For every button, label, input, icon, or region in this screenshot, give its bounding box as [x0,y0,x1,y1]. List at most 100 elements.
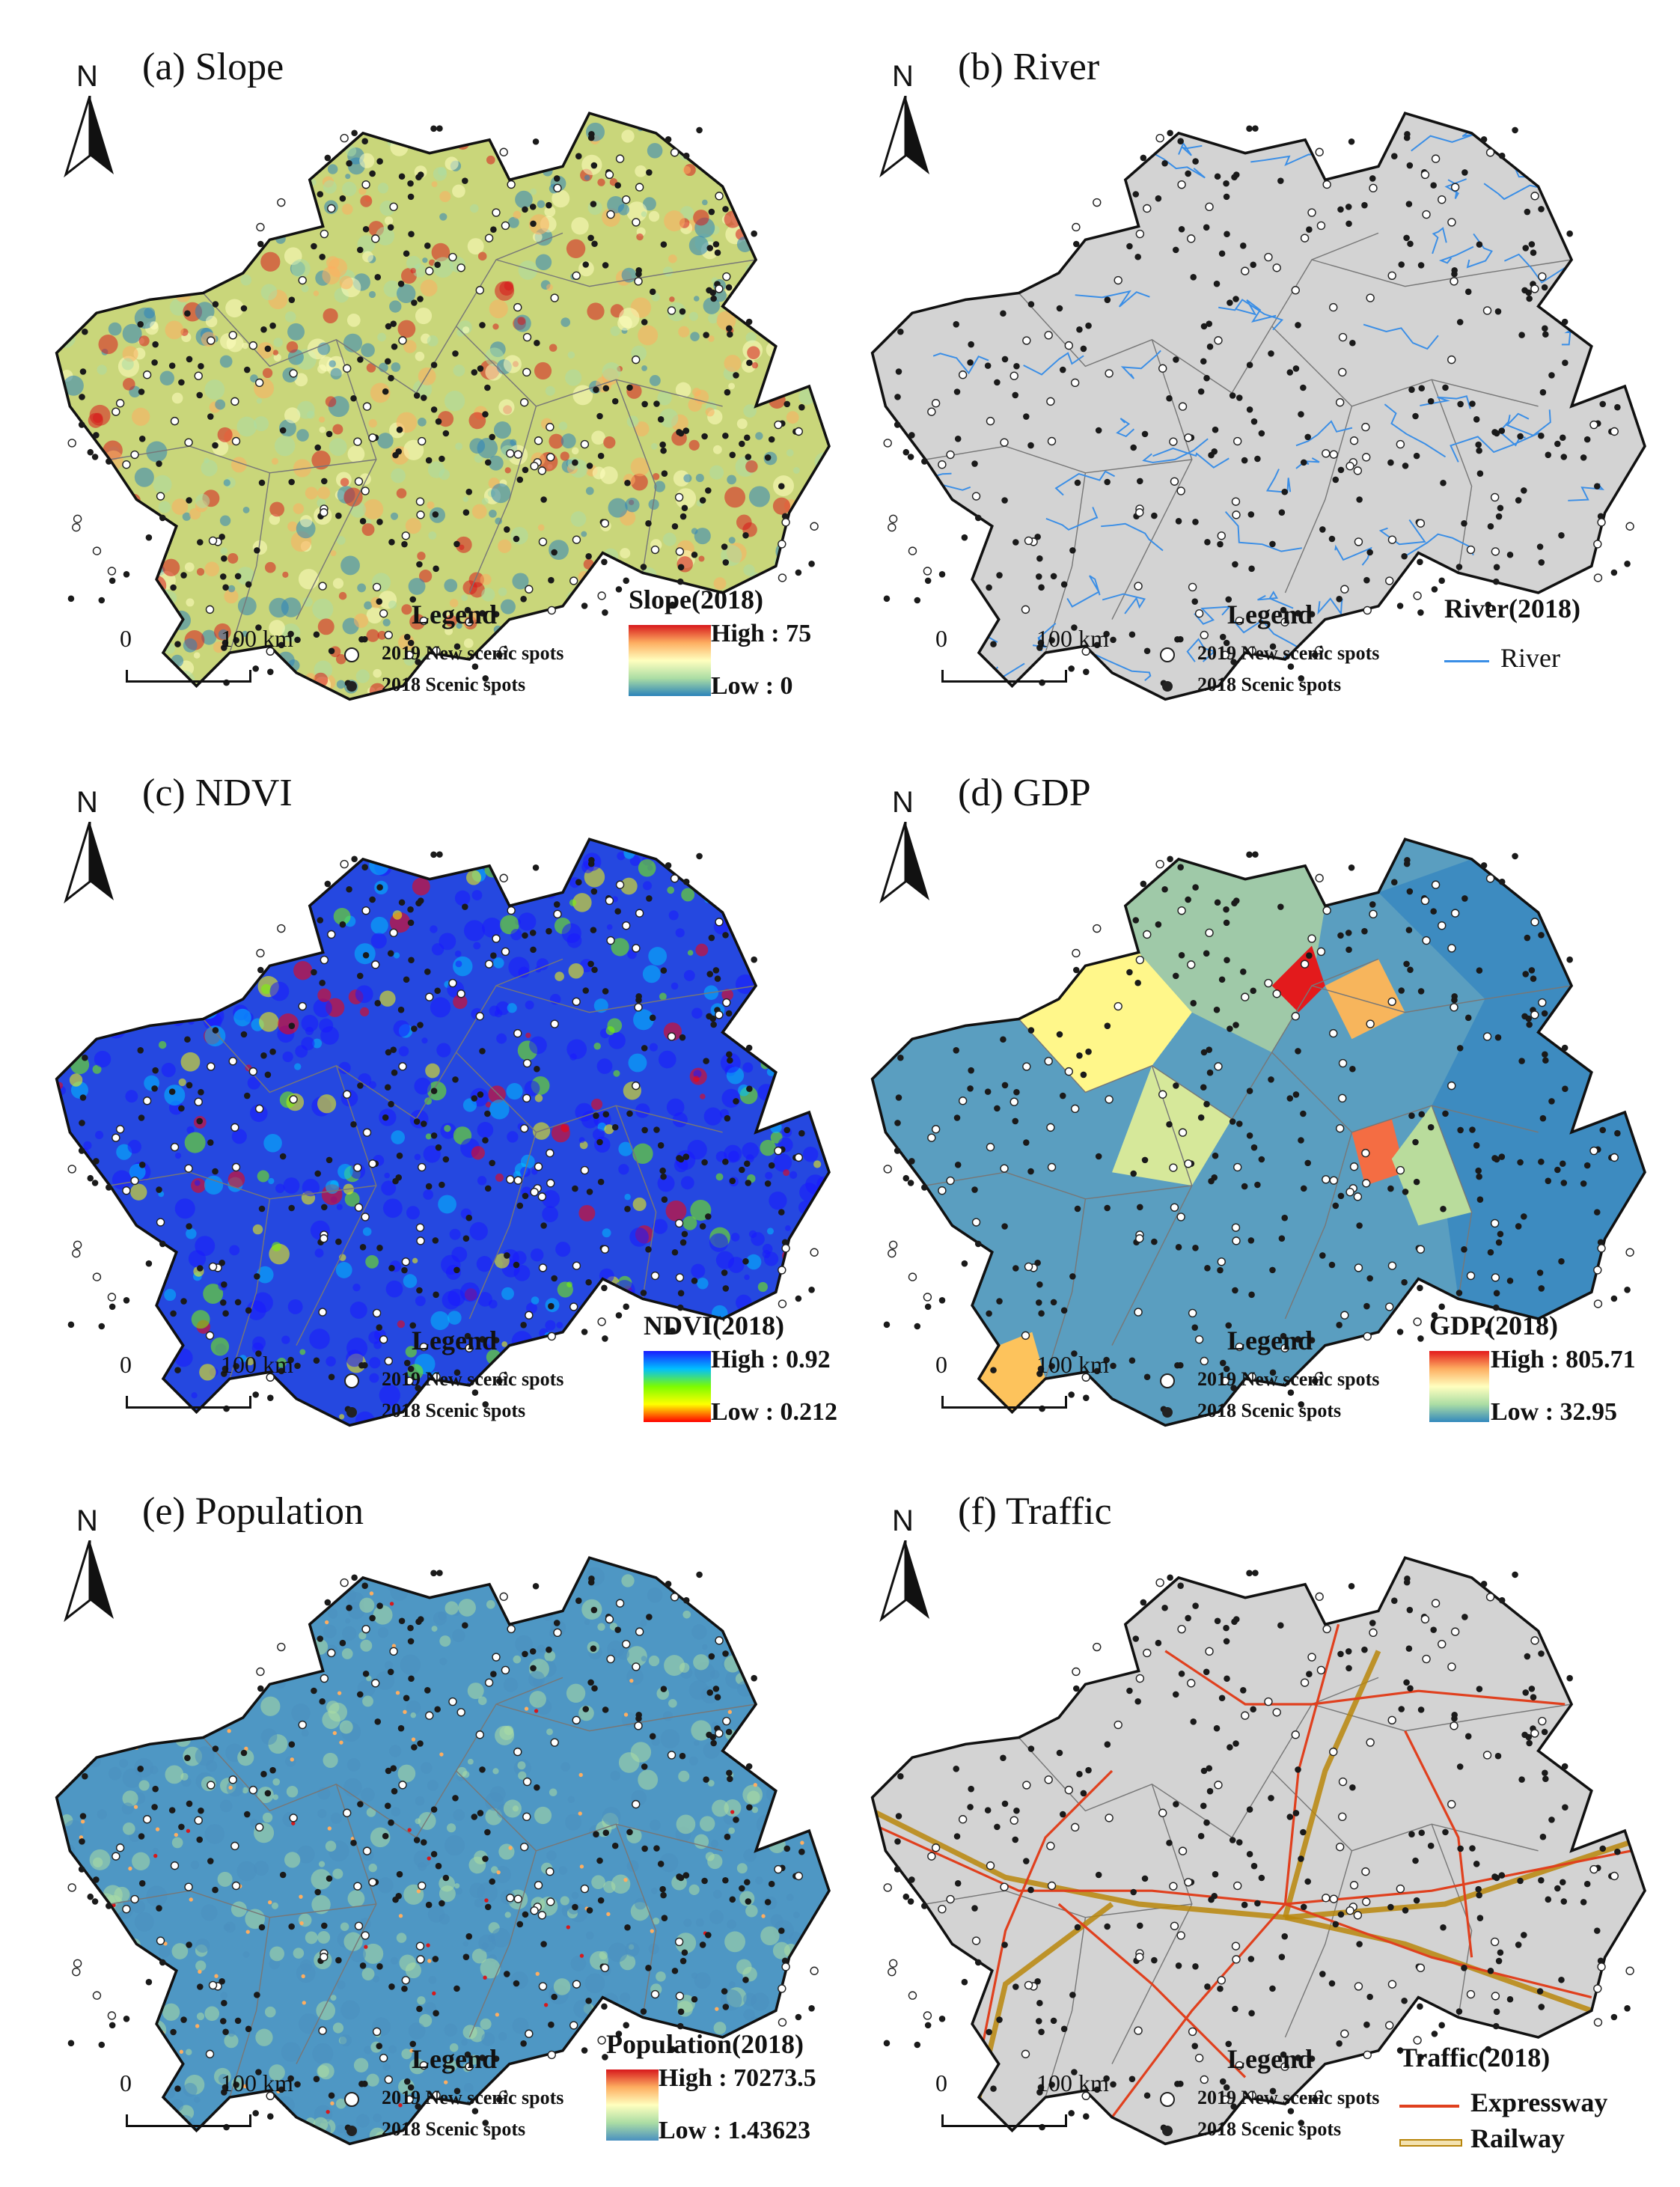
scenic-spot-2018 [1407,966,1414,974]
scenic-spot-2018 [196,1117,203,1125]
scenic-spot-2018 [1173,356,1179,363]
raster-cell [91,207,104,220]
raster-cell [96,1404,113,1421]
scenic-spot-2018 [742,1977,749,1983]
scenic-spot-2018 [1495,513,1503,520]
scenic-spot-2018 [768,1162,775,1169]
raster-cell [242,342,248,350]
scenic-spot-2018 [1461,1246,1467,1253]
raster-cell [518,260,538,280]
raster-cell [675,1150,696,1171]
scenic-spot-2019-new [1044,331,1053,340]
scenic-spot-2018 [696,126,703,134]
scenic-spot-2018 [1345,930,1352,936]
scenic-spot-2018 [1151,512,1158,519]
scenic-spot-2018 [641,1045,648,1052]
scenic-spot-2018 [1167,855,1173,863]
raster-cell [244,194,259,209]
scenic-spot-2018 [1214,173,1221,180]
legend-new-spots: 2019 New scenic spots [1160,2087,1379,2109]
scenic-spot-2018 [1269,1985,1276,1992]
scenic-spot-2019-new [1450,277,1458,286]
scenic-spot-2018 [397,1724,405,1732]
raster-cell [688,439,700,451]
scenic-spot-2018 [361,138,368,144]
scenic-spot-2019-new [1387,997,1396,1006]
raster-cell [293,503,305,514]
population-hotspot [780,2111,785,2116]
raster-cell [728,1150,739,1162]
scenic-spot-2019-new [72,522,81,532]
scenic-spot-2018 [168,1088,176,1095]
scenic-spot-2019-new [92,1272,102,1281]
scenic-spot-2018 [641,400,648,408]
scenic-spot-2019-new [448,978,457,988]
scenic-spot-2019-new [615,154,625,163]
raster-cell [793,593,807,606]
raster-cell [340,2034,352,2047]
county-boundary [615,1823,657,2018]
scenic-spot-2018 [1076,326,1083,333]
scenic-spot-2018 [67,1321,75,1329]
scenic-spot-2018 [1391,1597,1398,1604]
raster-cell [215,261,224,270]
scenic-spot-2018 [1506,551,1514,558]
raster-cell [420,279,438,297]
scenic-spot-2018 [590,201,597,207]
scenic-spot-2018 [294,636,301,644]
population-hotspot [579,1953,584,1958]
scenic-spot-2019-new [1315,2090,1324,2099]
scenic-spot-2018 [1072,966,1080,974]
scenic-spot-2018 [82,1055,88,1061]
raster-cell [94,576,104,588]
scenic-spot-2018 [996,572,1003,579]
scenic-spot-2018 [1456,1045,1464,1052]
scenic-spot-2018 [1013,1088,1020,1096]
raster-cell [638,858,656,877]
raster-cell [642,197,656,211]
population-hotspot [692,2098,697,2102]
scenic-spot-2019-new [256,1667,265,1677]
raster-cell [317,618,335,635]
raster-cell [584,1973,605,1994]
scenic-spot-2018 [798,1848,805,1855]
scenic-spot-2018 [1363,576,1370,584]
raster-cell [496,1033,507,1044]
raster-cell [57,1317,78,1338]
scenic-spot-2018 [1545,1177,1552,1185]
raster-cell [303,165,314,175]
scenic-spot-2018 [1528,967,1536,974]
scenic-spot-2018 [601,1284,608,1292]
scenic-spot-2018 [1191,598,1198,605]
scenic-spot-2018 [602,1111,610,1117]
scenic-spot-2019-new [550,1738,559,1747]
scenic-spot-2018 [623,2022,629,2029]
raster-cell [466,870,482,885]
scenic-spot-2019-new [1235,1342,1244,1352]
raster-cell [247,976,254,983]
scenic-spot-2019-new [1200,2075,1209,2084]
county-boundary [456,1052,723,1133]
scenic-spot-2018 [403,2078,411,2085]
scenic-spot-2018 [257,240,264,248]
scenic-spot-2018 [1469,400,1476,407]
layer-title: NDVI(2018) [644,1311,784,1340]
railway-swatch [1399,2139,1462,2147]
scenic-spot-2018 [682,878,690,885]
scenic-spot-2018 [350,1840,357,1846]
scenic-spot-2018 [339,1639,346,1647]
raster-cell [242,854,251,862]
scenic-spot-2019-new [507,1624,516,1634]
scenic-spot-2019-new [248,1785,258,1795]
raster-cell [136,1602,145,1611]
scenic-spot-2018 [1515,497,1522,504]
scenic-spot-2018 [1232,171,1240,178]
scenic-spot-2019-new [1593,573,1603,582]
scenic-spot-2018 [198,1807,204,1814]
raster-cell [517,1761,526,1770]
scenic-spot-2018 [159,514,166,522]
scenic-spot-2019-new [425,266,434,275]
scenic-spot-2019-new [1194,2053,1204,2063]
scenic-spot-2018 [490,952,497,959]
scenic-spot-2018 [1413,1897,1420,1904]
